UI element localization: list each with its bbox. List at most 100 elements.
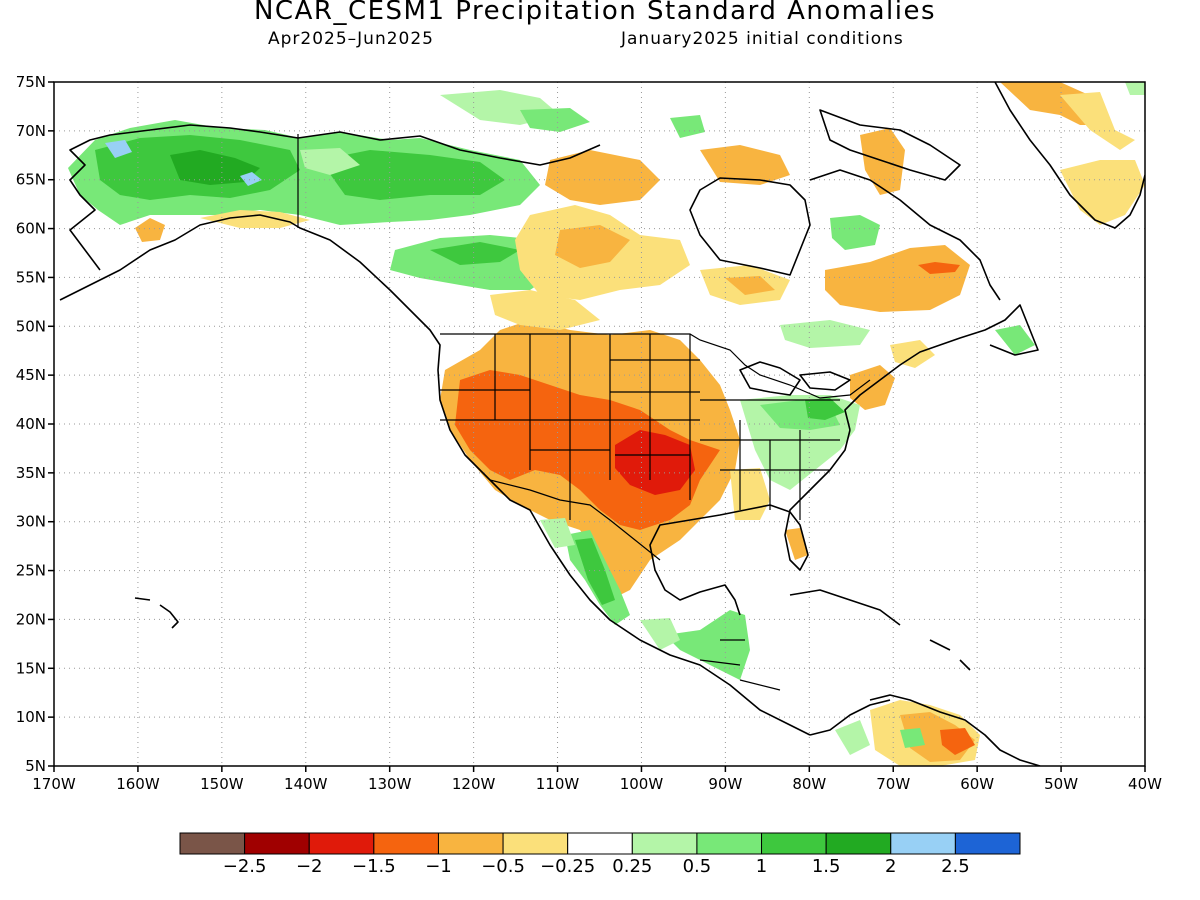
lat-label: 40N: [16, 415, 46, 433]
gridlines: [54, 82, 1145, 766]
islands-hawaii: [134, 597, 179, 629]
lon-label: 40W: [1128, 775, 1162, 793]
colorbar-swatch: [696, 832, 763, 855]
lon-label: 150W: [200, 775, 244, 793]
lat-label: 25N: [16, 562, 46, 580]
border-mexico-states: [699, 639, 781, 691]
colorbar-swatch: [244, 832, 310, 855]
colorbar-label: 0.5: [683, 856, 712, 877]
wetter-mexico-west: [575, 538, 615, 605]
dry-patch-labrador-core: [918, 262, 960, 274]
border-states-central: [610, 334, 700, 500]
lon-label: 120W: [452, 775, 496, 793]
islands-caribbean: [789, 589, 971, 671]
colorbar-swatch: [825, 832, 892, 855]
strong-wet-spot-alaska: [105, 140, 132, 158]
border-states-east: [700, 399, 840, 520]
lat-label: 15N: [16, 659, 46, 677]
lat-label: 45N: [16, 366, 46, 384]
coastline-labrador: [809, 169, 1001, 301]
wet-arctic-east: [670, 115, 705, 138]
colorbar-label: 0.25: [612, 856, 652, 877]
coastline-south-america: [869, 694, 1041, 766]
colorbar-label: −0.5: [481, 856, 525, 877]
wet-arctic-islands: [520, 108, 590, 132]
colorbar-label: −2.5: [223, 856, 267, 877]
dry-patch-new-england: [850, 365, 895, 410]
coastline-gulf-of-mexico: [649, 429, 891, 736]
great-lakes: [739, 361, 851, 396]
dry-red-venezuela: [940, 728, 975, 755]
dry-patch-ontario: [725, 276, 775, 295]
colorbar-label: 2: [885, 856, 896, 877]
colorbar-label: 1.5: [812, 856, 841, 877]
border-us-canada: [440, 333, 871, 399]
political-borders: [297, 134, 871, 691]
lat-label: 50N: [16, 317, 46, 335]
dry-patch-quebec-east: [890, 340, 935, 368]
colorbar-labels: −2.5 −2 −1.5 −1 −0.5 −0.25 0.25 0.5 1 1.5 2 2.5: [223, 856, 970, 877]
dry-patch-labrador: [825, 245, 970, 312]
lon-label: 130W: [368, 775, 412, 793]
colorbar-swatch: [761, 832, 827, 855]
dry-patch-nwt: [545, 150, 660, 205]
lon-label: 90W: [708, 775, 742, 793]
very-wet-core-alaska: [170, 150, 260, 185]
wet-patch-nova-scotia: [995, 325, 1035, 355]
axis-ticks: [48, 81, 1146, 772]
colorbar-swatch: [567, 832, 633, 855]
forecast-period: Apr2025–Jun2025: [268, 29, 434, 49]
wet-greenland-ne: [1125, 82, 1145, 95]
colorbar-label: −0.25: [540, 856, 595, 877]
lon-label: 140W: [284, 775, 328, 793]
longitude-labels: 170W 160W 150W 140W 130W 120W 110W 100W 90W 80W 70…: [32, 775, 1162, 793]
wetter-region-yukon: [320, 150, 505, 200]
colorbar-swatch: [502, 832, 569, 855]
dry-greenland-south: [1060, 160, 1145, 225]
border-us-mexico: [489, 479, 661, 561]
colorbar-label: 2.5: [941, 856, 970, 877]
lon-label: 80W: [792, 775, 826, 793]
border-states-west: [440, 334, 611, 520]
wet-central-america: [665, 610, 750, 680]
lon-label: 160W: [116, 775, 160, 793]
colorbar-swatch: [631, 832, 698, 855]
coastline-hudson-bay: [689, 177, 811, 276]
lat-label: 30N: [16, 513, 46, 531]
slight-wet-yukon: [300, 148, 360, 175]
colorbar-swatch: [373, 832, 439, 855]
colorbar-swatch: [308, 832, 375, 855]
dry-red-plains: [615, 430, 695, 495]
colorbar-label: −2: [296, 856, 323, 877]
lat-label: 10N: [16, 708, 46, 726]
slight-dry-greenland: [1060, 92, 1135, 150]
lat-label: 60N: [16, 220, 46, 238]
lat-label: 55N: [16, 268, 46, 286]
coastline-east-us: [844, 304, 1039, 431]
lon-label: 170W: [32, 775, 76, 793]
lat-label: 65N: [16, 171, 46, 189]
wet-patch-quebec: [830, 215, 880, 250]
wet-colombia-core: [900, 728, 925, 748]
colorbar-swatch: [890, 832, 956, 855]
coastline-baffin: [819, 109, 961, 181]
coastline-canada-arctic: [297, 131, 601, 166]
slight-wet-central-america: [640, 618, 680, 650]
dry-band-gulf-alaska: [200, 210, 310, 228]
lat-label: 70N: [16, 122, 46, 140]
very-wet-ohio: [805, 398, 845, 420]
lat-label: 75N: [16, 73, 46, 91]
coastline-alaska: [59, 124, 301, 301]
lat-label: 35N: [16, 464, 46, 482]
coastline-greenland: [994, 82, 1145, 229]
dry-patch-hudson: [700, 145, 790, 185]
lat-label: 5N: [25, 757, 46, 775]
lon-label: 50W: [1044, 775, 1078, 793]
colorbar: [179, 832, 1021, 855]
lon-label: 110W: [536, 775, 580, 793]
map-title: NCAR_CESM1 Precipitation Standard Anomal…: [253, 0, 937, 26]
colorbar-swatch: [437, 832, 504, 855]
colorbar-swatch: [954, 832, 1021, 855]
colorbar-label: −1.5: [352, 856, 396, 877]
